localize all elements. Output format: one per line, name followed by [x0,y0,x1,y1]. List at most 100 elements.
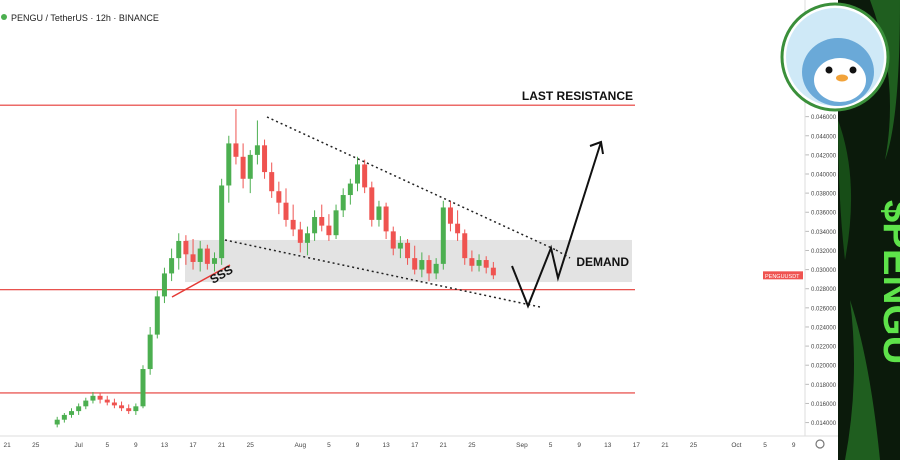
candle-body [283,202,289,220]
x-tick-label: 25 [468,442,476,449]
x-tick-label: 13 [604,442,612,449]
x-tick-label: Sep [516,442,528,449]
candle-body [147,334,153,370]
candle-body [219,185,225,259]
x-tick-label: 17 [411,442,419,449]
y-tick-label: 0.030000 [811,268,837,274]
candle-body [226,143,232,186]
candle-body [161,273,167,297]
candle-body [247,154,253,179]
candle-body [390,231,396,249]
x-tick-label: 9 [356,442,360,449]
leaf [838,120,852,260]
settings-icon[interactable] [815,439,825,449]
candle-body [69,411,74,415]
leaf [870,0,900,160]
candle-body [397,242,403,249]
penguin-eye [849,66,857,74]
x-tick-label: 9 [134,442,138,449]
candle-body [97,395,103,400]
candle-body [83,400,89,407]
candle-body [340,195,346,211]
y-tick-label: 0.042000 [811,153,837,159]
wedge-bottom [224,239,541,308]
candle-body [455,223,461,234]
x-tick-label: Oct [731,442,741,449]
candle-body [76,406,82,412]
candle-body [426,260,432,274]
candle-body [362,164,368,188]
candle-body [276,191,282,203]
symbol-label: PENGUUSDT [765,274,800,280]
demand-label: DEMAND [576,255,629,269]
x-tick-label: 21 [661,442,669,449]
brand-text: $PENGU [875,200,900,365]
candle-body [476,260,482,266]
y-tick-label: 0.046000 [811,115,837,121]
candle-body [433,263,439,274]
x-tick-label: 5 [763,442,767,449]
candle-body [383,206,389,232]
y-tick-label: 0.032000 [811,249,837,255]
candle-body [312,217,318,234]
chart-title: PENGU / TetherUS · 12h · BINANCE [11,13,159,23]
projection-arrow-head [589,140,604,155]
x-tick-label: 21 [440,442,448,449]
y-tick-label: 0.038000 [811,192,837,198]
candle-body [333,210,339,236]
candle-body [347,183,353,196]
x-tick-label: 5 [105,442,109,449]
y-tick-label: 0.044000 [811,134,837,140]
candle-body [469,258,475,266]
candle-body [447,207,453,224]
y-tick-label: 0.028000 [811,287,837,293]
x-tick-label: 21 [4,442,12,449]
candle-body [190,254,196,262]
y-tick-label: 0.014000 [811,421,837,427]
y-tick-label: 0.026000 [811,306,837,312]
candle-body [304,233,310,243]
y-tick-label: 0.022000 [811,345,837,351]
x-tick-label: 13 [382,442,390,449]
y-tick-label: 0.018000 [811,383,837,389]
wedge-top [266,116,557,251]
candle-body [462,233,468,259]
candle-body [440,207,446,264]
x-tick-label: 13 [161,442,169,449]
x-tick-label: 21 [218,442,226,449]
x-tick-label: Jul [74,442,83,449]
penguin-beak [836,74,848,82]
x-tick-label: 9 [792,442,796,449]
candle-body [133,406,139,412]
candle-body [326,225,332,236]
candle-body [154,296,160,335]
candle-body [111,402,117,406]
level-label: LAST RESISTANCE [522,89,633,103]
candle-body [61,414,67,420]
candle-body [183,240,189,255]
candle-body [90,395,96,401]
candle-body [204,248,210,264]
candle-body [212,258,217,264]
candle-body [405,242,411,259]
candle-body [262,145,268,173]
x-tick-label: 9 [577,442,581,449]
candle-body [419,260,425,270]
x-tick-label: 5 [327,442,331,449]
x-tick-label: Aug [295,442,307,449]
candle-body [54,419,60,425]
candle-body [169,258,175,274]
candle-body [104,399,110,403]
sss-trendline [171,264,231,298]
x-tick-label: 17 [633,442,641,449]
candle-body [269,172,275,192]
candle-body [412,258,418,270]
status-dot [1,14,7,20]
y-tick-label: 0.034000 [811,230,837,236]
price-badge [763,271,803,280]
candle-body [176,240,182,259]
candle-body [376,206,382,220]
y-tick-label: 0.040000 [811,173,837,179]
